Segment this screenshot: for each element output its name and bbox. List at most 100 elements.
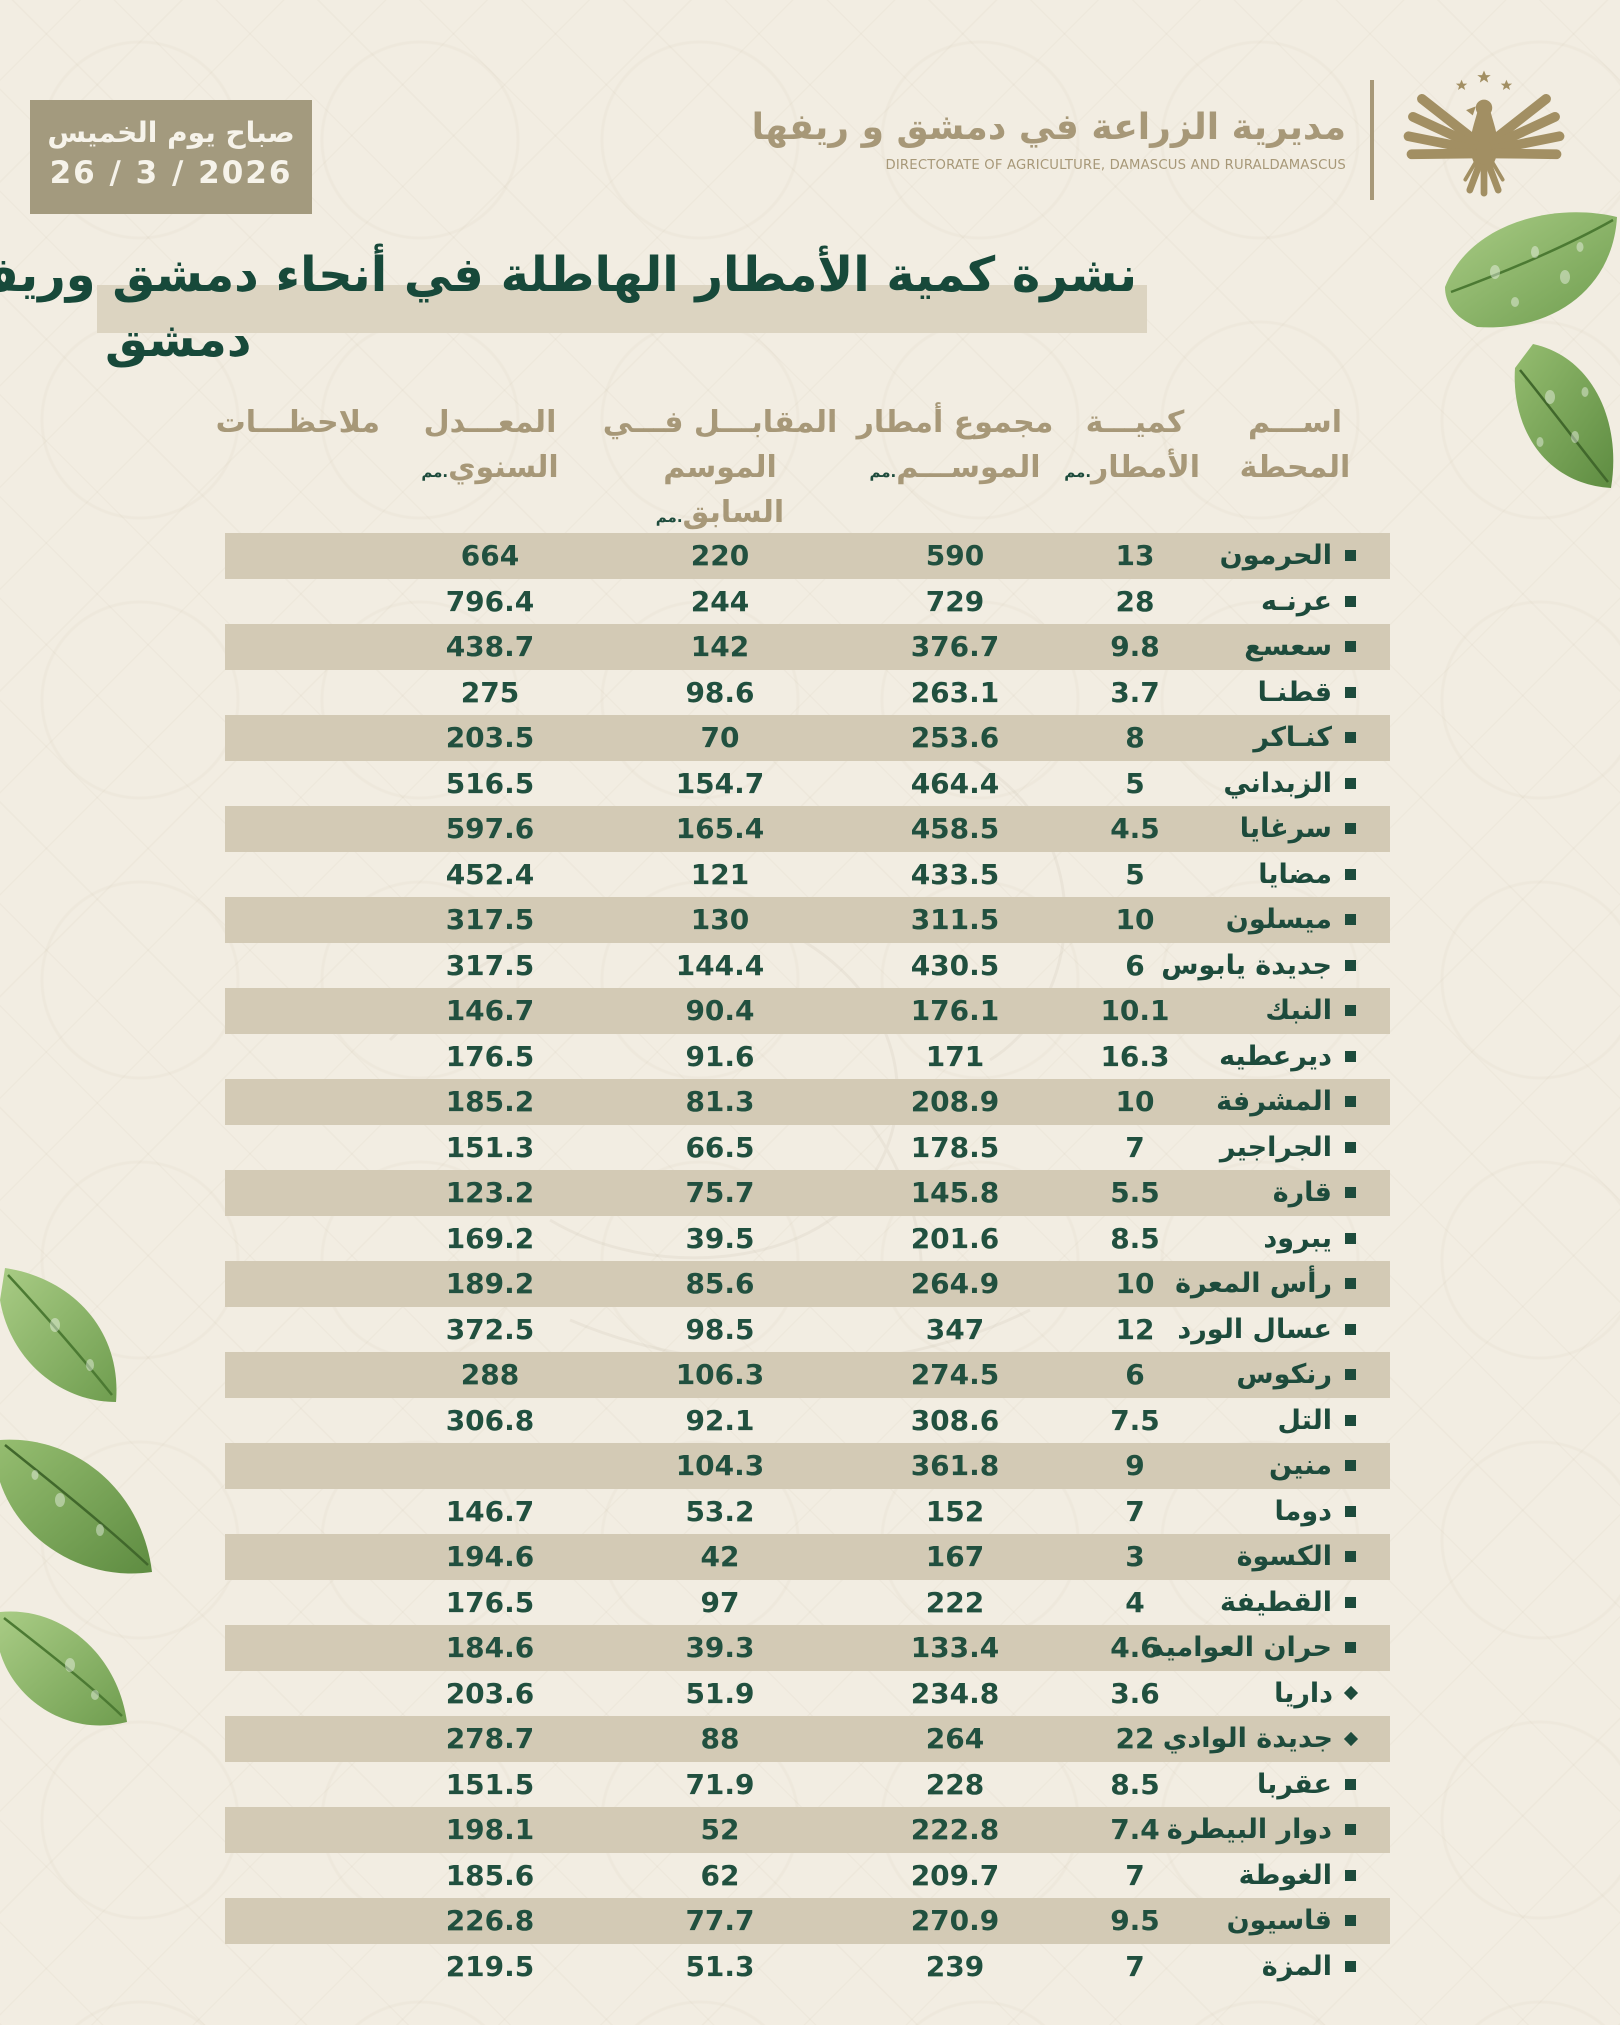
cell-rain-amount: 13	[1115, 539, 1155, 573]
col-header-previous-line2: الموسم السابق.مم	[655, 450, 785, 530]
cell-rain-amount: 6	[1125, 1358, 1145, 1392]
leaf-decoration-top-right	[1445, 212, 1617, 488]
unit-mm: .مم	[421, 463, 449, 481]
table-row: يبرود 8.5 201.6 39.5 169.2	[225, 1216, 1390, 1262]
cell-annual-average: 203.6	[445, 1676, 535, 1710]
table-row: قاسيون 9.5 270.9 77.7 226.8	[225, 1898, 1390, 1944]
station-cell: الجراجير	[1200, 1132, 1390, 1163]
cell-season-total: 274.5	[910, 1358, 1000, 1392]
cell-annual-average: 288	[460, 1358, 520, 1392]
station-cell: سعسع	[1200, 631, 1390, 662]
cell-season-total: 167	[925, 1540, 985, 1574]
station-name: عرنـه	[1261, 585, 1332, 617]
cell-season-total: 590	[925, 539, 985, 573]
cell-season-total: 347	[925, 1312, 985, 1346]
cell-previous-season: 97	[700, 1585, 740, 1619]
station-cell: يبرود	[1200, 1223, 1390, 1254]
station-name: داريا	[1274, 1677, 1333, 1709]
cell-previous-season: 154.7	[675, 766, 765, 800]
station-name: المشرفة	[1216, 1086, 1332, 1118]
station-name: جديدة يابوس	[1161, 949, 1332, 981]
station-bullet-icon	[1345, 1187, 1356, 1199]
cell-annual-average: 219.5	[445, 1949, 535, 1983]
page-title-line2: دمشق	[105, 311, 252, 368]
station-name: مضايا	[1258, 858, 1332, 890]
station-cell: عقربا	[1200, 1769, 1390, 1800]
table-row: دوما 7 152 53.2 146.7	[225, 1489, 1390, 1535]
station-cell: سرغايا	[1200, 813, 1390, 844]
table-row: المزة 7 239 51.3 219.5	[225, 1944, 1390, 1990]
col-header-rain-line1: كميـــة	[1085, 405, 1185, 440]
table-row: ميسلون 10 311.5 130 317.5	[225, 897, 1390, 943]
org-subtitle-english: DIRECTORATE OF AGRICULTURE, DAMASCUS AND…	[885, 158, 1346, 173]
table-row: رنكوس 6 274.5 106.3 288	[225, 1352, 1390, 1398]
cell-season-total: 228	[925, 1767, 985, 1801]
leaf-decoration-bottom-left	[0, 1268, 152, 1726]
cell-rain-amount: 7.4	[1110, 1813, 1160, 1847]
station-bullet-icon	[1345, 1505, 1356, 1517]
cell-annual-average: 185.2	[445, 1085, 535, 1119]
cell-rain-amount: 3	[1125, 1540, 1145, 1574]
cell-season-total: 222.8	[910, 1813, 1000, 1847]
cell-annual-average: 438.7	[445, 630, 535, 664]
col-header-notes: ملاحظـــات	[216, 400, 380, 445]
cell-season-total: 253.6	[910, 721, 1000, 755]
cell-rain-amount: 4.6	[1110, 1631, 1160, 1665]
org-text-block: مديرية الزراعة في دمشق و ريفها DIRECTORA…	[752, 107, 1346, 173]
station-name: الزبداني	[1223, 767, 1332, 799]
cell-annual-average: 123.2	[445, 1176, 535, 1210]
table-row: جديدة الوادي 22 264 88 278.7	[225, 1716, 1390, 1762]
col-header-annual-average: المعـــدل السنوي.مم	[380, 400, 600, 490]
station-name: قطنـا	[1257, 676, 1332, 708]
cell-previous-season: 42	[700, 1540, 740, 1574]
table-row: عسال الورد 12 347 98.5 372.5	[225, 1307, 1390, 1353]
station-bullet-icon	[1345, 1460, 1356, 1472]
cell-season-total: 464.4	[910, 766, 1000, 800]
station-bullet-icon	[1345, 1778, 1356, 1790]
station-bullet-icon	[1345, 868, 1356, 880]
cell-season-total: 201.6	[910, 1221, 1000, 1255]
cell-rain-amount: 8	[1125, 721, 1145, 755]
station-cell: الكسوة	[1200, 1541, 1390, 1572]
cell-previous-season: 98.6	[685, 675, 755, 709]
col-header-annual-line1: المعـــدل	[423, 405, 557, 440]
cell-previous-season: 66.5	[685, 1130, 755, 1164]
unit-mm: .مم	[869, 463, 897, 481]
col-header-station-line2: المحطة	[1239, 450, 1351, 485]
station-name: سعسع	[1244, 631, 1332, 663]
table-row: رأس المعرة 10 264.9 85.6 189.2	[225, 1261, 1390, 1307]
station-name: الكسوة	[1236, 1541, 1332, 1573]
station-name: القطيفة	[1220, 1586, 1332, 1618]
cell-annual-average: 306.8	[445, 1403, 535, 1437]
cell-annual-average: 194.6	[445, 1540, 535, 1574]
cell-previous-season: 121	[690, 857, 750, 891]
col-header-season-total: مجموع أمطار الموســـم.مم	[840, 400, 1070, 490]
cell-rain-amount: 10.1	[1100, 994, 1170, 1028]
table-row: داريا 3.6 234.8 51.9 203.6	[225, 1671, 1390, 1717]
station-bullet-icon	[1345, 641, 1356, 653]
cell-rain-amount: 7	[1125, 1949, 1145, 1983]
station-cell: الحرمون	[1200, 540, 1390, 571]
cell-annual-average: 516.5	[445, 766, 535, 800]
cell-previous-season: 52	[700, 1813, 740, 1847]
cell-rain-amount: 22	[1115, 1722, 1155, 1756]
station-cell: حران العواميد	[1150, 1632, 1390, 1663]
cell-annual-average: 185.6	[445, 1858, 535, 1892]
cell-previous-season: 92.1	[685, 1403, 755, 1437]
cell-previous-season: 104.3	[675, 1449, 765, 1483]
station-cell: المشرفة	[1200, 1086, 1390, 1117]
table-row: الزبداني 5 464.4 154.7 516.5	[225, 761, 1390, 807]
cell-season-total: 145.8	[910, 1176, 1000, 1210]
cell-rain-amount: 7	[1125, 1494, 1145, 1528]
station-cell: داريا	[1200, 1678, 1390, 1709]
station-bullet-icon	[1345, 1096, 1356, 1108]
cell-rain-amount: 7	[1125, 1858, 1145, 1892]
cell-annual-average: 597.6	[445, 812, 535, 846]
station-name: عسال الورد	[1177, 1313, 1332, 1345]
cell-rain-amount: 5.5	[1110, 1176, 1160, 1210]
station-bullet-icon	[1345, 1141, 1356, 1153]
cell-previous-season: 85.6	[685, 1267, 755, 1301]
col-header-previous-season: المقابـــل فـــي الموسم السابق.مم	[600, 400, 840, 535]
table-row: عقربا 8.5 228 71.9 151.5	[225, 1762, 1390, 1808]
